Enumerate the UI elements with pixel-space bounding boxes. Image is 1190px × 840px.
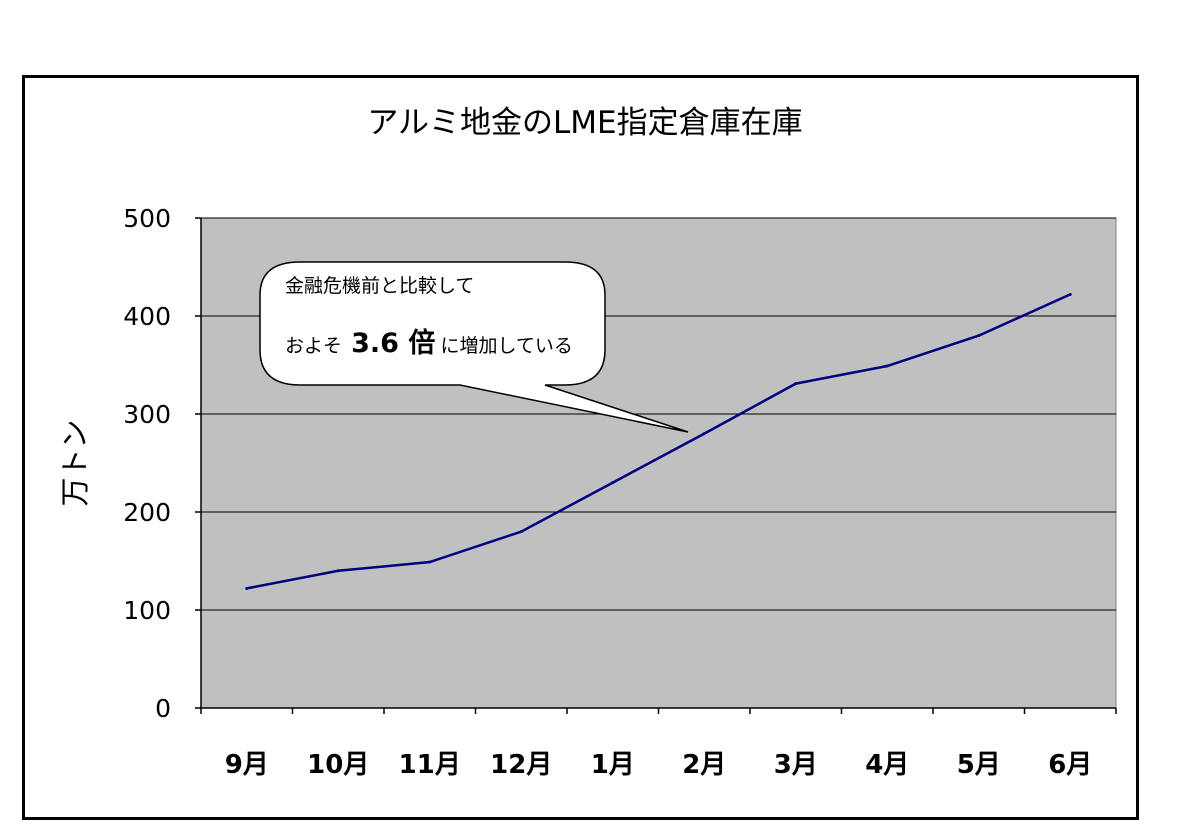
y-tick-label: 0 bbox=[155, 694, 171, 723]
data-point bbox=[611, 481, 615, 485]
data-point bbox=[336, 569, 340, 573]
y-tick-label: 400 bbox=[123, 302, 171, 331]
annotation-prefix: およそ bbox=[285, 335, 342, 357]
y-tick-labels: 0 100 200 300 400 500 bbox=[123, 204, 171, 723]
annotation-line1: 金融危機前と比較して bbox=[285, 275, 474, 297]
annotation-callout: 金融危機前と比較して およそ 3.6 倍 に増加している bbox=[259, 261, 689, 433]
data-point bbox=[885, 364, 889, 368]
x-tick-label: 5月 bbox=[957, 750, 1001, 780]
x-tick-label: 2月 bbox=[682, 750, 726, 780]
x-tick-label: 11月 bbox=[399, 750, 461, 780]
data-point bbox=[1068, 292, 1072, 296]
annotation-bubble bbox=[259, 261, 689, 433]
x-tick-label: 6月 bbox=[1048, 750, 1092, 780]
chart-title: アルミ地金のLME指定倉庫在庫 bbox=[367, 105, 802, 141]
y-tick-label: 300 bbox=[123, 400, 171, 429]
annotation-line2: およそ 3.6 倍 に増加している bbox=[285, 327, 573, 359]
data-points bbox=[245, 292, 1072, 590]
data-point bbox=[245, 586, 249, 590]
x-tick-label: 9月 bbox=[225, 750, 269, 780]
y-axis-label: 万トン bbox=[58, 419, 92, 506]
y-tick-label: 500 bbox=[123, 204, 171, 233]
data-point bbox=[702, 432, 706, 436]
axes bbox=[195, 217, 1117, 714]
y-tick-label: 100 bbox=[123, 596, 171, 625]
data-point bbox=[794, 382, 798, 386]
annotation-value: 3.6 倍 bbox=[351, 327, 435, 359]
x-tick-label: 3月 bbox=[774, 750, 818, 780]
data-point bbox=[428, 560, 432, 564]
series-line bbox=[246, 293, 1071, 590]
x-tick-label: 12月 bbox=[490, 750, 552, 780]
x-tick-label: 10月 bbox=[307, 750, 369, 780]
y-tick-label: 200 bbox=[123, 498, 171, 527]
x-tick-label: 1月 bbox=[591, 750, 635, 780]
annotation-suffix: に増加している bbox=[440, 335, 572, 357]
x-tick-label: 4月 bbox=[865, 750, 909, 780]
chart-frame bbox=[22, 75, 1139, 820]
x-tick-labels: 9月 10月 11月 12月 1月 2月 3月 4月 5月 6月 bbox=[225, 750, 1093, 780]
data-point bbox=[977, 334, 981, 338]
data-point bbox=[519, 530, 523, 534]
